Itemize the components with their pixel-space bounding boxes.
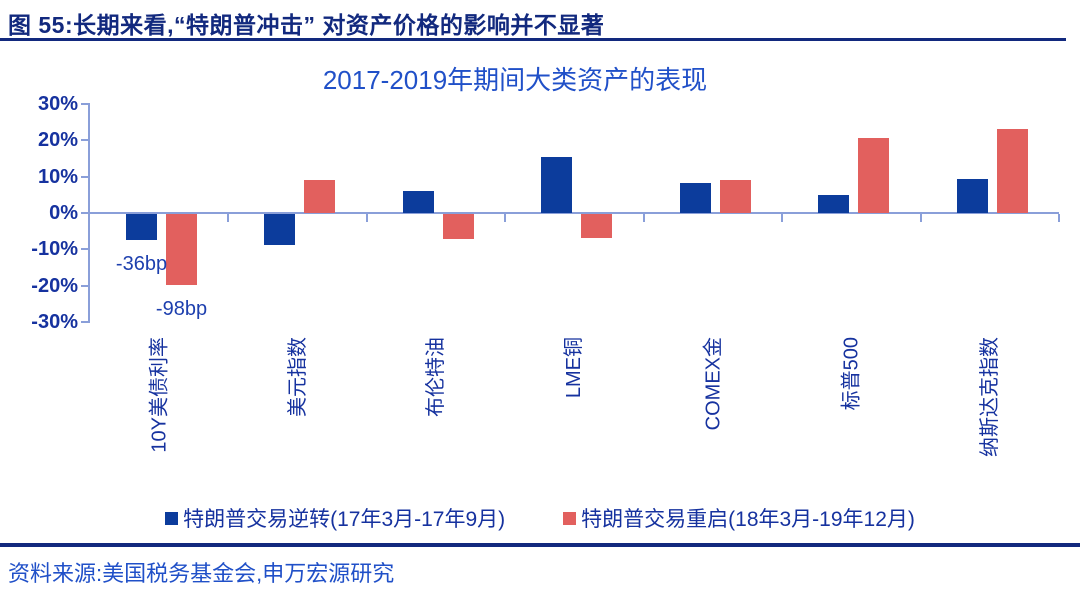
chart-bar-s0-g4 — [679, 182, 711, 213]
legend-marker-icon — [563, 511, 577, 525]
source-note: 资料来源:美国税务基金会,申万宏源研究 — [8, 561, 395, 586]
y-axis-tick — [81, 321, 90, 324]
chart-bar-s0-g5 — [818, 194, 850, 213]
legend-item: 特朗普交易逆转(17年3月-17年9月) — [165, 503, 505, 533]
y-axis-tick-label: 0% — [49, 202, 78, 224]
x-axis-tick — [919, 214, 922, 222]
bar-value-label: -98bp — [155, 298, 208, 321]
x-axis-category-label: 纳斯达克指数 — [978, 337, 1001, 457]
x-axis-tick — [1058, 214, 1060, 222]
chart-bar-s1-g1 — [304, 179, 336, 213]
x-axis-line — [88, 212, 1059, 214]
legend-marker-icon — [165, 511, 179, 525]
y-axis-tick-label: 30% — [37, 92, 78, 115]
chart-bar-s1-g3 — [581, 214, 613, 238]
x-axis-category-label: 标普500 — [840, 337, 863, 411]
chart-bar-s0-g3 — [541, 156, 573, 213]
x-axis-tick — [642, 214, 645, 222]
y-axis-tick-label: 20% — [37, 129, 78, 152]
x-axis-category-label: 10Y美债利率 — [148, 337, 171, 453]
y-axis-tick — [81, 139, 90, 142]
chart-bar-s0-g1 — [264, 214, 296, 245]
legend-label: 特朗普交易逆转(17年3月-17年9月) — [183, 508, 506, 531]
bar-value-label: -36bp — [115, 253, 168, 276]
x-axis-tick — [781, 214, 784, 222]
x-axis-tick — [227, 214, 230, 222]
y-axis-tick-label: -20% — [31, 274, 78, 297]
chart-bar-s1-g2 — [442, 214, 474, 240]
header-divider — [0, 38, 1066, 41]
x-axis-tick — [504, 214, 507, 222]
x-axis-category-label: 布伦特油 — [425, 337, 448, 417]
chart-bar-s1-g0 — [166, 214, 197, 286]
chart-bar-s1-g5 — [858, 138, 890, 213]
x-axis-category-label: COMEX金 — [701, 337, 724, 431]
y-axis-tick — [81, 248, 90, 251]
x-axis-tick — [365, 214, 368, 222]
chart-title: 2017-2019年期间大类资产的表现 — [322, 65, 708, 95]
footer-divider — [0, 543, 1080, 547]
chart-bar-s0-g6 — [956, 179, 988, 213]
figure-title: 图 55:长期来看,“特朗普冲击” 对资产价格的影响并不显著 — [8, 12, 605, 38]
chart-bar-s0-g0 — [126, 214, 157, 241]
y-axis-tick — [81, 284, 90, 287]
y-axis-tick — [81, 102, 90, 105]
y-axis-tick — [81, 212, 90, 214]
y-axis-tick-label: -10% — [31, 238, 78, 261]
chart-bar-s1-g6 — [996, 129, 1028, 213]
legend-label: 特朗普交易重启(18年3月-19年12月) — [581, 508, 915, 531]
x-axis-category-label: LME铜 — [563, 337, 586, 399]
y-axis-tick-label: -30% — [31, 311, 78, 334]
chart-legend: 特朗普交易逆转(17年3月-17年9月) 特朗普交易重启(18年3月-19年12月… — [0, 503, 1080, 533]
y-axis-tick-label: 10% — [37, 165, 78, 188]
x-axis-category-label: 美元指数 — [286, 337, 309, 417]
legend-item: 特朗普交易重启(18年3月-19年12月) — [563, 503, 915, 533]
chart-bar-s0-g2 — [402, 191, 434, 213]
chart-bar-s1-g4 — [719, 179, 751, 213]
y-axis-tick — [81, 175, 90, 178]
